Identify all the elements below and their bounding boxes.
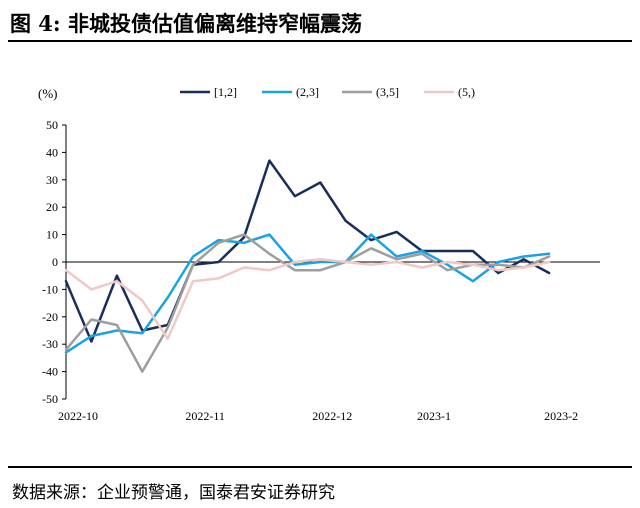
y-tick-label: 40 xyxy=(46,145,58,159)
legend-label: (3,5] xyxy=(376,85,399,99)
x-tick-label: 2022-12 xyxy=(312,409,352,423)
source-divider xyxy=(8,466,632,468)
y-axis: -50 -40 -30 -20 -10 0 10 20 30 40 50 xyxy=(42,118,67,406)
legend-label: [1,2] xyxy=(214,85,237,99)
y-axis-label: (%) xyxy=(38,86,58,101)
y-tick-label: 30 xyxy=(46,173,58,187)
series-line xyxy=(64,233,551,354)
y-tick-label: 50 xyxy=(46,118,58,132)
y-tick-label: -50 xyxy=(42,392,58,406)
legend-label: (5,) xyxy=(458,85,475,99)
y-tick-label: 10 xyxy=(46,228,58,242)
y-tick-label: -30 xyxy=(42,337,58,351)
y-tick-label: -40 xyxy=(42,365,58,379)
x-axis: 2022-10 2022-11 2022-12 2023-1 2023-2 xyxy=(58,261,600,423)
series-line xyxy=(64,258,551,340)
series-line xyxy=(64,159,551,343)
y-tick-label: -10 xyxy=(42,282,58,296)
x-tick-label: 2022-10 xyxy=(58,409,98,423)
y-tick-label: -20 xyxy=(42,310,58,324)
legend-label: (2,3] xyxy=(296,85,319,99)
x-tick-label: 2023-1 xyxy=(417,409,451,423)
chart-legend: [1,2] (2,3] (3,5] (5,) xyxy=(180,85,475,99)
series-lines xyxy=(64,159,551,373)
x-tick-label: 2023-2 xyxy=(544,409,578,423)
y-tick-label: 0 xyxy=(52,255,58,269)
source-note: 数据来源：企业预警通，国泰君安证券研究 xyxy=(12,483,335,503)
series-line xyxy=(64,233,551,373)
figure-title: 图 4: 非城投债估值偏离维持窄幅震荡 xyxy=(10,11,362,36)
title-divider xyxy=(8,40,632,42)
x-tick-label: 2022-11 xyxy=(185,409,225,423)
line-chart: (%) [1,2] (2,3] (3,5] (5,) -50 -40 -30 -20 -10 0… xyxy=(38,85,600,423)
y-tick-label: 20 xyxy=(46,200,58,214)
